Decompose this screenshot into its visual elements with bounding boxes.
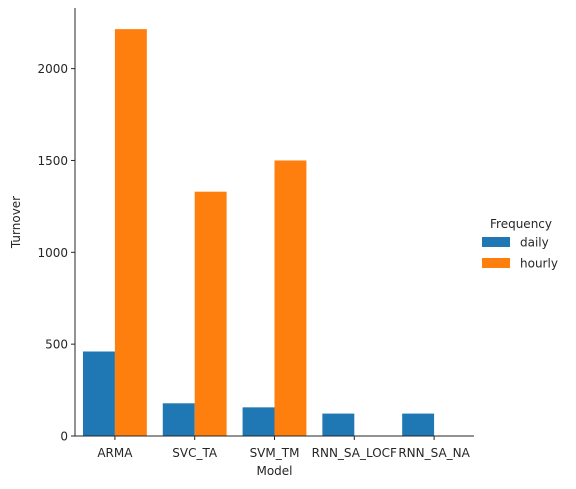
y-tick-label: 1000 (37, 246, 68, 260)
x-tick-label: RNN_SA_NA (398, 446, 470, 460)
y-tick-label: 0 (60, 430, 68, 444)
legend-swatch-daily (482, 237, 510, 247)
x-tick-label: SVC_TA (172, 446, 218, 460)
x-axis-label: Model (256, 464, 292, 478)
bar-hourly-SVM_TM (274, 160, 307, 437)
x-ticks: ARMA SVC_TA SVM_TM RNN_SA_LOCF RNN_SA_NA (97, 436, 471, 460)
legend: Frequency daily hourly (482, 217, 558, 271)
y-tick-label: 2000 (37, 62, 68, 76)
legend-label-daily: daily (520, 236, 549, 250)
bars (82, 29, 435, 437)
bar-daily-RNN_SA_NA (402, 413, 435, 436)
y-ticks: 0 500 1000 1500 2000 (37, 62, 75, 444)
legend-items: daily hourly (482, 236, 558, 271)
bar-daily-RNN_SA_LOCF (322, 413, 355, 436)
x-tick-label: ARMA (97, 446, 133, 460)
x-tick-label: SVM_TM (250, 446, 300, 460)
y-axis-label: Turnover (9, 196, 23, 249)
legend-label-hourly: hourly (520, 257, 558, 271)
y-tick-label: 500 (45, 338, 68, 352)
bar-hourly-SVC_TA (194, 191, 227, 436)
bar-daily-SVM_TM (242, 407, 275, 436)
legend-swatch-hourly (482, 258, 510, 268)
bar-daily-ARMA (82, 351, 115, 436)
legend-title: Frequency (490, 217, 552, 231)
bar-hourly-ARMA (114, 29, 147, 437)
x-tick-label: RNN_SA_LOCF (312, 446, 397, 460)
bar-daily-SVC_TA (162, 403, 195, 436)
y-tick-label: 1500 (37, 154, 68, 168)
